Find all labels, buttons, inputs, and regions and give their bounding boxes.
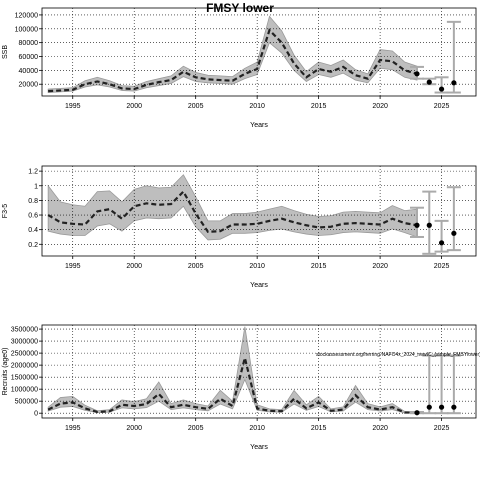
x-tick-label: 2025 xyxy=(434,263,450,270)
estimate-line xyxy=(47,189,418,233)
y-tick-label: 80000 xyxy=(19,40,39,47)
x-tick-label: 2000 xyxy=(126,103,142,110)
projection-point xyxy=(438,404,445,410)
y-tick-label: 1.2 xyxy=(28,169,38,176)
plot-frame xyxy=(41,165,477,257)
projection-point xyxy=(451,80,457,86)
y-axis-label: Recruits (age0) xyxy=(2,348,9,396)
y-tick-label: 500000 xyxy=(15,399,38,406)
x-tick-label: 2005 xyxy=(188,103,204,110)
y-tick-label: 60000 xyxy=(19,54,39,61)
y-tick-label: 0 xyxy=(34,411,38,418)
confidence-band xyxy=(47,15,418,93)
x-tick-label: 1995 xyxy=(65,263,81,270)
y-tick-label: 0.8 xyxy=(28,198,38,205)
x-tick-label: 2025 xyxy=(434,425,450,432)
x-tick-label: 1995 xyxy=(65,425,81,432)
x-tick-label: 2010 xyxy=(249,263,265,270)
x-tick-label: 2015 xyxy=(311,425,327,432)
y-tick-label: 40000 xyxy=(19,68,39,75)
y-axis-label: SSB xyxy=(2,45,9,59)
y-tick-label: 1500000 xyxy=(11,375,38,382)
y-tick-label: 3500000 xyxy=(11,327,38,334)
projection-point xyxy=(414,222,420,228)
y-tick-label: 0.4 xyxy=(28,227,38,234)
x-tick-label: 2005 xyxy=(188,425,204,432)
plot-frame xyxy=(41,324,477,419)
projection-point xyxy=(414,71,420,77)
projection-point xyxy=(451,404,457,410)
x-tick-label: 2000 xyxy=(126,263,142,270)
x-tick-label: 2000 xyxy=(126,425,142,432)
projection-point xyxy=(438,86,445,92)
y-tick-label: 20000 xyxy=(19,82,39,89)
y-tick-label: 120000 xyxy=(15,12,38,19)
annotation: stockassessment.org/herring-NAFO4x_2024_… xyxy=(316,352,480,358)
x-axis-label: Years xyxy=(250,122,268,129)
plot-frame xyxy=(41,7,477,97)
estimate-line xyxy=(47,357,418,414)
x-tick-label: 2010 xyxy=(249,425,265,432)
x-tick-label: 2005 xyxy=(188,263,204,270)
projection-point xyxy=(438,240,445,246)
x-tick-label: 2020 xyxy=(372,425,388,432)
y-tick-label: 1 xyxy=(34,183,38,190)
y-tick-label: 0.6 xyxy=(28,213,38,220)
confidence-band xyxy=(47,174,418,241)
projection-point xyxy=(426,404,432,410)
x-tick-label: 2020 xyxy=(372,263,388,270)
y-tick-label: 2000000 xyxy=(11,363,38,370)
projection-point xyxy=(414,410,420,416)
x-tick-label: 2020 xyxy=(372,103,388,110)
y-tick-label: 0.2 xyxy=(28,242,38,249)
x-tick-label: 2025 xyxy=(434,103,450,110)
y-tick-label: 2500000 xyxy=(11,351,38,358)
y-axis-label: F3-5 xyxy=(2,204,9,219)
x-tick-label: 2015 xyxy=(311,263,327,270)
y-tick-label: 1000000 xyxy=(11,387,38,394)
estimate-line xyxy=(48,28,418,93)
x-tick-label: 2010 xyxy=(249,103,265,110)
x-tick-label: 2015 xyxy=(311,103,327,110)
x-tick-label: 1995 xyxy=(65,103,81,110)
x-axis-label: Years xyxy=(250,282,268,289)
projection-point xyxy=(426,222,432,228)
projection-point xyxy=(451,230,457,236)
x-axis-label: Years xyxy=(250,444,268,451)
y-tick-label: 3000000 xyxy=(11,339,38,346)
projection-point xyxy=(426,79,432,85)
y-tick-label: 100000 xyxy=(15,26,38,33)
